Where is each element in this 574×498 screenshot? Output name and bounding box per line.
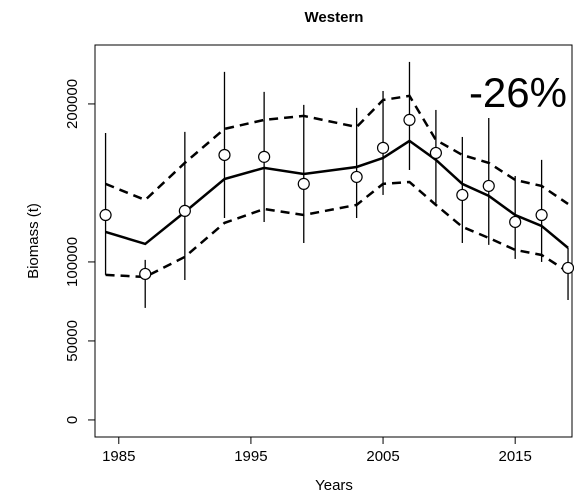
x-tick-label: 1995	[234, 448, 267, 465]
y-axis-label: Biomass (t)	[25, 203, 42, 279]
observation	[509, 215, 522, 229]
fit-line	[105, 139, 569, 249]
observation	[403, 113, 416, 126]
observation	[99, 208, 112, 222]
observation	[561, 261, 574, 275]
observation	[218, 148, 231, 162]
observation	[456, 188, 469, 202]
x-tick-label: 2015	[498, 448, 531, 465]
observation	[482, 179, 495, 193]
y-tick-label: 50000	[64, 320, 81, 362]
observation	[535, 208, 548, 222]
x-tick-label: 2005	[366, 448, 399, 465]
x-tick-label: 1985	[102, 448, 135, 465]
observation	[258, 150, 271, 163]
lower-bound	[105, 180, 569, 279]
y-tick-label: 0	[64, 416, 81, 424]
plot-frame	[94, 44, 573, 438]
y-tick-label: 100000	[64, 237, 81, 287]
x-axis-label: Years	[315, 477, 353, 494]
observation	[139, 267, 152, 281]
observation	[178, 204, 191, 218]
observation	[429, 146, 443, 160]
observation	[376, 141, 390, 154]
y-tick-label: 200000	[64, 79, 81, 129]
observation	[350, 170, 363, 184]
annotation: -26%	[469, 69, 567, 116]
observation	[297, 177, 310, 190]
chart-title: Western	[305, 9, 364, 26]
